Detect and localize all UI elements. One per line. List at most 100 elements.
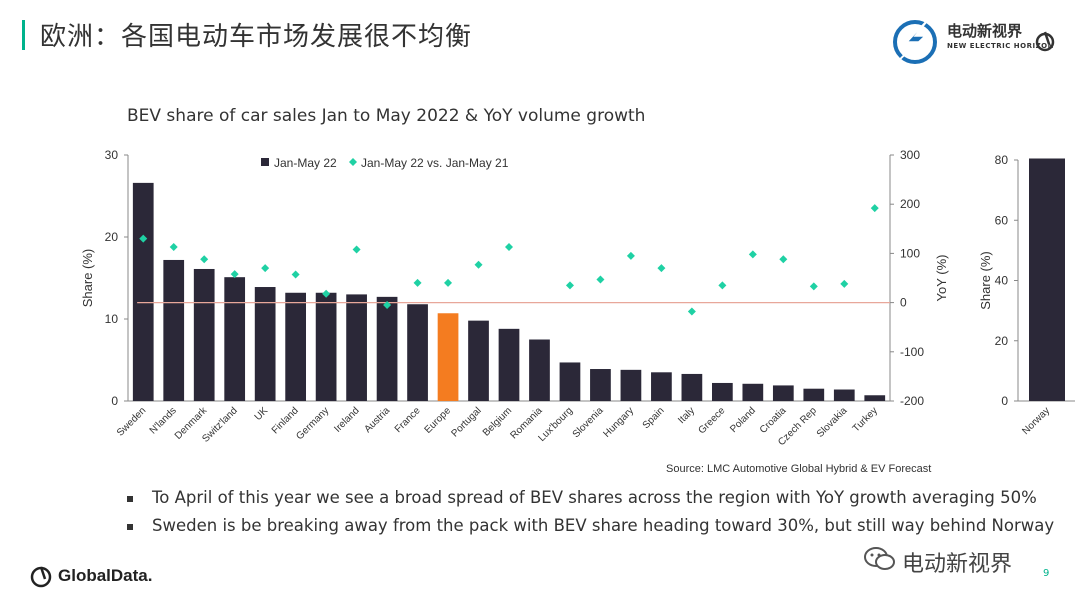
title-accent-bar [22,20,25,50]
bar-italy [681,373,703,401]
yoy-marker [505,243,513,252]
yoy-marker [261,264,270,273]
x-tick-label: Austria [362,405,392,435]
bar-europe [437,313,459,401]
watermark-text: 电动新视界 [902,552,1013,577]
bar-austria [376,296,398,401]
norway-axis-tick-label: 60 [995,213,1009,227]
bar-ireland [346,294,367,401]
right-axis-tick-label: -200 [900,394,924,408]
bar-spain [651,372,672,401]
x-tick-label: Spain [641,405,667,431]
x-tick-label: Romania [509,405,545,441]
brand-logo-cn: 电动新视界 [947,22,1023,40]
bar-greece [711,382,733,401]
right-axis-tick-label: 100 [900,246,920,260]
yoy-marker [352,245,361,254]
legend-label-bar: Jan-May 22 [274,156,337,170]
bullet-item: Sweden is be breaking away from the pack… [126,516,1054,535]
yoy-marker [383,301,392,310]
yoy-marker [718,281,727,290]
norway-x-tick-label: Norway [1020,405,1052,437]
bar-finland [285,292,307,401]
legend-swatch-marker [349,158,357,166]
x-tick-label: Sweden [115,405,148,438]
right-axis-label: YoY (%) [934,255,949,302]
wechat-icon [864,547,895,570]
x-tick-label: Croatia [758,405,789,436]
yoy-marker [444,278,453,287]
yoy-marker [565,281,574,290]
brand-logo-en: NEW ELECTRIC HORIZON [947,42,1054,50]
x-tick-label: Italy [676,405,697,426]
bar-hungary [620,369,642,401]
x-tick-label: Switz'land [200,405,239,444]
bar-sweden [132,182,154,401]
yoy-marker [870,204,879,213]
power-icon [1035,31,1055,52]
globaldata-logo-text: GlobalData. [58,566,153,585]
bar-switzland [224,277,246,401]
bar-slovenia [590,369,611,401]
bar-norway [1029,158,1065,401]
chart-source: Source: LMC Automotive Global Hybrid & E… [666,463,932,475]
yoy-marker [779,255,788,264]
bar-luxbourg [559,362,581,401]
yoy-marker [840,279,849,288]
yoy-marker [291,270,300,279]
slide-title: 欧洲：各国电动车市场发展很不均衡 [40,22,473,52]
x-tick-label: Poland [728,405,758,435]
page-number: 9 [1043,568,1050,579]
norway-axis-tick-label: 20 [995,334,1009,348]
x-tick-label: Germany [294,405,331,442]
left-axis-tick-label: 20 [105,230,119,244]
yoy-marker [626,251,635,260]
bullet-list: To April of this year we see a broad spr… [126,488,1054,544]
x-tick-label: Greece [697,405,728,436]
bar-portugal [468,320,489,401]
yoy-marker [687,307,696,316]
yoy-marker [748,250,757,259]
norway-axis-tick-label: 40 [995,274,1009,288]
left-axis-label: Share (%) [80,249,95,308]
yoy-marker [169,243,178,252]
bar-croatia [772,385,794,401]
yoy-marker [474,260,483,269]
x-tick-label: Belgium [481,405,514,438]
x-tick-label: N'lands [148,405,179,436]
left-axis-tick-label: 0 [111,394,118,408]
right-axis-tick-label: -100 [900,345,924,359]
yoy-marker [413,278,422,287]
bar-turkey [864,395,886,401]
yoy-marker [322,289,331,298]
globaldata-logo: GlobalData. [30,563,190,591]
bar-czechrep [803,388,825,401]
x-tick-label: Slovenia [571,405,606,440]
yoy-marker [657,264,666,273]
legend-label-marker: Jan-May 22 vs. Jan-May 21 [361,156,509,170]
x-tick-label: Lux'bourg [536,405,575,444]
x-tick-label: UK [253,405,271,423]
yoy-marker [139,234,148,243]
x-tick-label: France [393,405,423,435]
globaldata-mark-icon [30,566,52,588]
bar-uk [254,287,276,401]
norway-axis-tick-label: 80 [995,153,1009,167]
bar-france [407,304,428,401]
x-tick-label: Slovakia [815,405,850,440]
bar-belgium [498,328,520,401]
bar-slovakia [833,389,855,401]
bar-romania [529,339,550,401]
yoy-marker [200,255,209,264]
x-tick-label: Portugal [450,405,484,439]
x-tick-label: Czech Rep [776,405,819,448]
left-axis-tick-label: 10 [105,312,119,326]
brand-logo: 电动新视界 NEW ELECTRIC HORIZON [885,12,1065,68]
yoy-marker [596,275,605,284]
bar-denmark [193,268,215,401]
x-tick-label: Turkey [851,405,880,434]
right-axis-tick-label: 300 [900,148,920,162]
yoy-marker [809,282,818,291]
legend-swatch-bar [261,158,269,166]
x-tick-label: Ireland [332,405,361,434]
